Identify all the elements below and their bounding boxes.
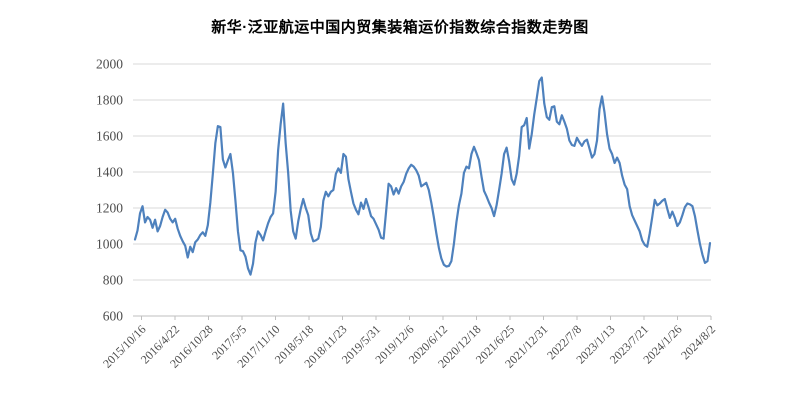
y-axis-tick-label: 1600 [96,129,123,144]
index-line-series [133,76,712,276]
y-axis-tick-label: 800 [103,273,124,288]
y-axis-tick-label: 600 [103,309,124,324]
y-axis-tick-label: 1400 [96,165,123,180]
y-axis-tick-label: 2000 [96,57,123,72]
chart-title: 新华·泛亚航运中国内贸集装箱运价指数综合指数走势图 [211,19,589,36]
x-axis-tick-label: 2015/10/16 [100,322,149,371]
x-axis-tick-label: 2024/8/2 [678,322,718,362]
y-axis-tick-label: 1000 [96,237,123,252]
y-axis-tick-label: 1200 [96,201,123,216]
y-axis-tick-label: 1800 [96,93,123,108]
